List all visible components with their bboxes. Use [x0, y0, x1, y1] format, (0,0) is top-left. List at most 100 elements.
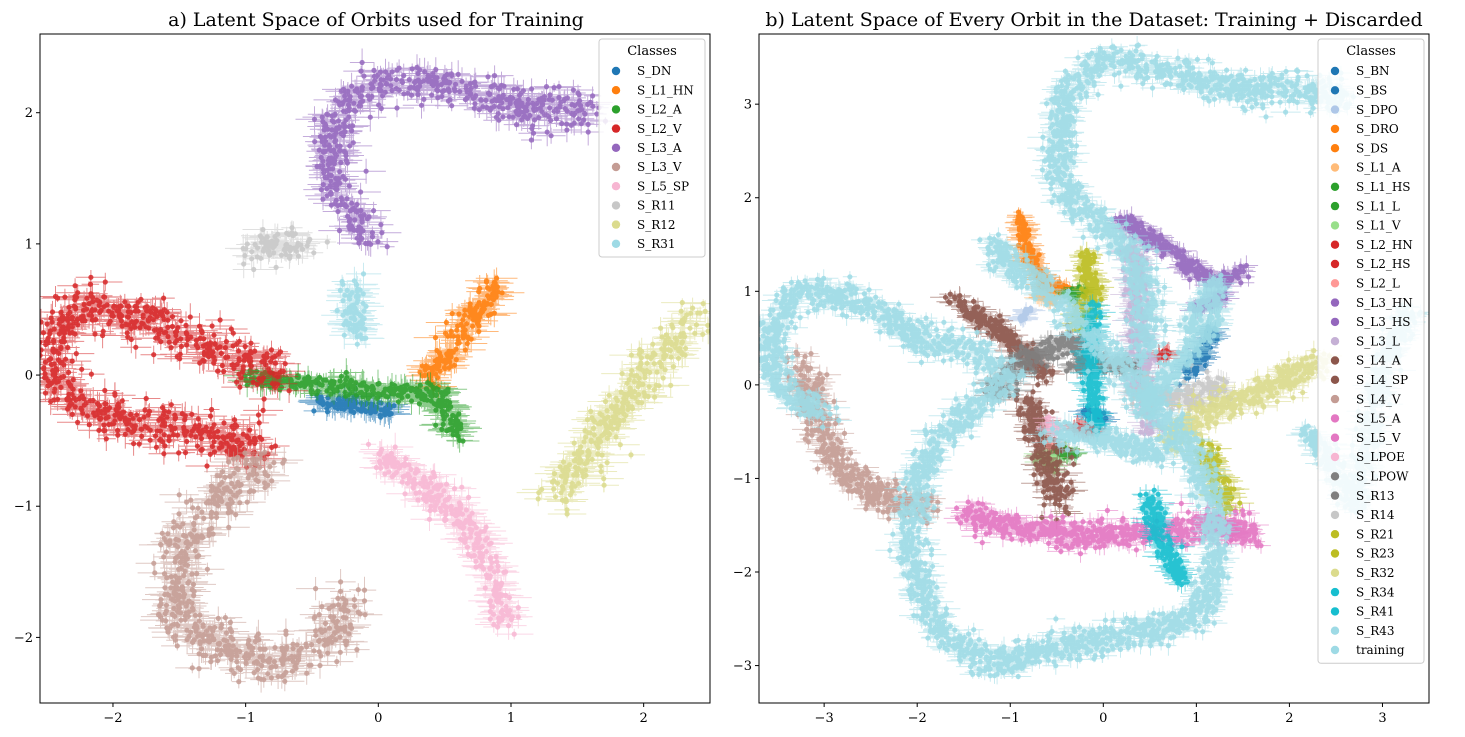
legend-marker	[1330, 394, 1340, 404]
panel-b-legend: Classes S_BN S_BS S_DPO S_DRO S_DS S_L1_A S_L1_…	[1317, 38, 1425, 664]
legend-label: S_L3_V	[637, 160, 682, 174]
legend-marker	[1330, 86, 1340, 95]
legend-label: S_L2_HS	[1356, 257, 1411, 271]
legend-label: S_R41	[1356, 605, 1395, 619]
legend-label: S_L4_A	[1356, 354, 1401, 368]
series-training-b	[1026, 412, 1187, 475]
points-s-l3-a	[311, 59, 608, 250]
legend-marker	[1330, 337, 1340, 346]
panel-a-ticks: −2 −1 0 1 2 −2 −1 0 1 2	[14, 106, 648, 726]
y-tick-label: 3	[744, 98, 752, 113]
legend-marker	[1330, 491, 1340, 500]
series-s-r11	[225, 219, 337, 279]
legend-label: S_L1_HN	[637, 83, 694, 97]
y-tick-label: −2	[14, 631, 33, 646]
y-tick-label: 2	[744, 191, 752, 206]
y-tick-label: 1	[744, 285, 752, 300]
legend-label: S_L2_L	[1356, 277, 1400, 291]
panel-a-plot-area	[40, 48, 710, 693]
y-tick-label: −1	[14, 500, 33, 515]
series-s-l3-a	[295, 48, 622, 257]
x-tick-label: −3	[815, 711, 834, 726]
legend-label: S_L2_V	[637, 122, 682, 136]
legend-label: S_DN	[637, 64, 671, 78]
points-s-l5-a	[954, 499, 1264, 557]
series-training	[759, 227, 1242, 685]
series-training-c	[1027, 36, 1364, 372]
y-tick-label: 1	[25, 237, 33, 252]
legend-label: S_L5_V	[1356, 431, 1401, 445]
y-tick-label: 0	[744, 378, 752, 393]
legend-marker	[1330, 375, 1340, 384]
points-s-l5-sp	[365, 441, 521, 637]
points-s-l3-hn	[1112, 213, 1252, 289]
legend-label: S_DRO	[1356, 122, 1399, 136]
legend-label: S_R32	[1356, 566, 1395, 580]
legend-label: S_L4_V	[1356, 392, 1401, 406]
panel-b-chart: b) Latent Space of Every Orbit in the Da…	[733, 9, 1430, 726]
legend-marker	[1330, 356, 1340, 365]
x-tick-label: 1	[1192, 711, 1200, 726]
legend-label: S_LPOE	[1356, 450, 1405, 464]
points-s-r12	[535, 300, 710, 517]
legend-label: S_L2_HN	[1356, 238, 1413, 252]
legend-title: Classes	[1346, 44, 1396, 59]
x-tick-label: 0	[1099, 711, 1107, 726]
legend-marker	[611, 66, 621, 76]
points-training-b	[1038, 419, 1177, 470]
series-s-r12	[516, 297, 710, 519]
points-s-r32	[1156, 348, 1333, 454]
legend-marker	[1330, 182, 1340, 191]
points-s-l4-sp	[1013, 382, 1077, 523]
x-tick-label: 2	[640, 711, 648, 726]
x-tick-label: −1	[236, 711, 255, 726]
series-training-d	[1121, 270, 1236, 428]
panel-b-axes-frame	[758, 33, 1430, 704]
legend-marker	[611, 162, 621, 172]
legend-marker	[611, 143, 621, 152]
series-s-l4-sp	[1000, 381, 1089, 530]
points-s-r31	[334, 271, 369, 347]
legend-label: S_R12	[637, 218, 676, 232]
legend-title: Classes	[627, 44, 677, 59]
legend-marker	[1330, 105, 1340, 114]
y-tick-label: 2	[25, 106, 33, 121]
legend-label: S_L4_SP	[1356, 373, 1408, 387]
legend-label: S_BS	[1356, 84, 1387, 98]
x-tick-label: 1	[507, 711, 515, 726]
legend-label: S_DS	[1356, 141, 1388, 155]
legend-marker	[1330, 549, 1340, 558]
y-tick-label: −1	[733, 472, 752, 487]
legend-label: S_L2_A	[637, 103, 682, 117]
legend-marker	[1330, 144, 1340, 153]
legend-label: S_BN	[1356, 64, 1390, 78]
legend-marker	[1330, 607, 1340, 616]
legend-label: S_R13	[1356, 489, 1395, 503]
legend-label: S_L1_HS	[1356, 180, 1411, 194]
points-s-r11	[240, 225, 330, 273]
legend-label: S_L1_A	[1356, 161, 1401, 175]
points-s-dpo	[1017, 305, 1034, 324]
legend-label: training	[1356, 643, 1405, 657]
legend-marker	[1330, 221, 1340, 230]
series-s-dpo	[1004, 302, 1046, 328]
legend-marker	[1330, 433, 1340, 442]
legend-marker	[611, 105, 621, 114]
legend-marker	[1330, 317, 1340, 327]
legend-marker	[1330, 510, 1340, 520]
legend-label: S_R11	[637, 199, 676, 213]
legend-marker	[611, 124, 621, 133]
legend-marker	[1330, 626, 1340, 635]
legend-marker	[611, 239, 621, 248]
legend-label: S_L3_A	[637, 141, 682, 155]
legend-box	[598, 38, 706, 258]
points-s-dn	[311, 393, 397, 420]
legend-label: S_R21	[1356, 527, 1395, 541]
legend-marker	[1330, 124, 1340, 134]
legend-label: S_L3_L	[1356, 334, 1400, 348]
y-tick-label: −3	[733, 659, 752, 674]
legend-label: S_L5_SP	[637, 179, 689, 193]
series-s-l5-sp	[358, 432, 534, 640]
legend-label: S_R34	[1356, 585, 1395, 599]
legend-marker	[1330, 530, 1340, 539]
